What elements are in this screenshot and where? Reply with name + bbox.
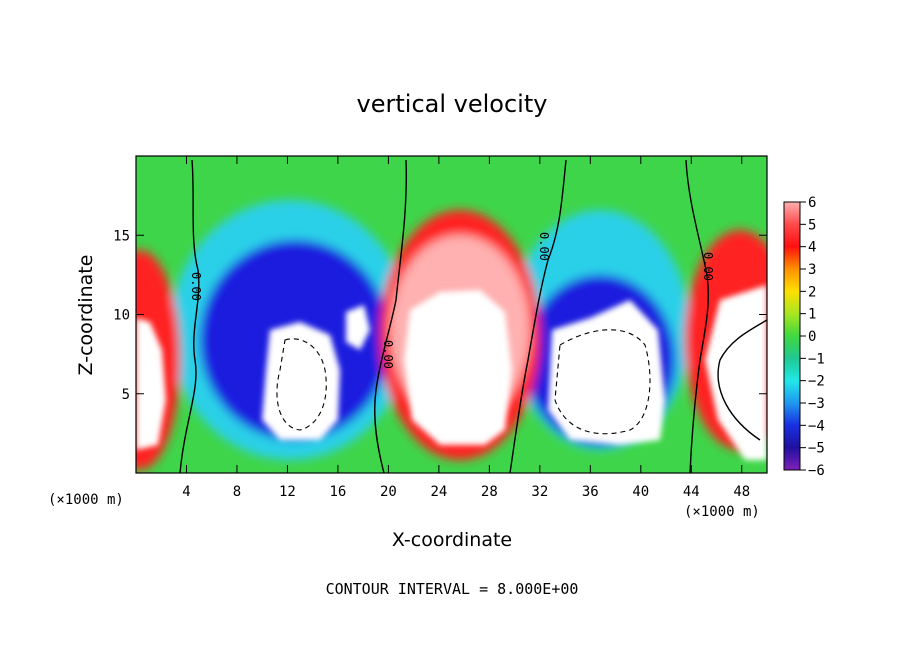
colorbar-tick-label: −2 (808, 374, 825, 390)
y-tick-label: 10 (113, 308, 130, 324)
x-unit-left: (×1000 m) (48, 492, 124, 508)
colorbar-tick-label: 4 (808, 240, 816, 256)
x-tick-label: 36 (582, 484, 599, 500)
contour-negative-1 (276, 338, 327, 431)
x-tick-label: 24 (430, 484, 447, 500)
contour-zero-4 (685, 159, 709, 473)
y-axis-ticks: 5 10 15 (113, 228, 767, 403)
contour-label-2: 0.00 (381, 340, 395, 369)
core-downdraft-1 (262, 322, 340, 440)
colorbar-tick-label: 0 (808, 329, 816, 345)
contour-inner-right (717, 319, 767, 441)
colorbar-ticks: 6 5 4 3 2 1 0 −1 −2 −3 −4 −5 −6 (800, 195, 825, 479)
velocity-field: 0.00 0.00 0.00 0.00 (136, 156, 767, 473)
colorbar-tick-label: −4 (808, 418, 825, 434)
contour-label-3: 0.00 (537, 232, 551, 261)
colorbar (783, 201, 801, 471)
x-tick-label: 16 (329, 484, 346, 500)
core-updraft-2 (404, 290, 512, 445)
colorbar-tick-label: −6 (808, 463, 825, 479)
contour-zero-3 (509, 159, 567, 473)
x-axis-ticks: 4 8 12 16 20 24 28 32 36 40 44 48 (182, 156, 750, 500)
x-tick-label: 4 (182, 484, 190, 500)
x-axis-label: X-coordinate (392, 529, 512, 551)
x-tick-label: 20 (380, 484, 397, 500)
y-axis-label: Z-coordinate (75, 255, 97, 376)
core-downdraft-1-lobe (346, 305, 370, 350)
y-tick-label: 5 (122, 387, 130, 403)
colorbar-tick-label: −1 (808, 351, 825, 367)
chart-title: vertical velocity (357, 90, 548, 118)
x-tick-label: 32 (531, 484, 548, 500)
x-tick-label: 12 (279, 484, 296, 500)
contour-negative-2 (554, 329, 651, 435)
x-tick-label: 48 (733, 484, 750, 500)
contour-label-1: 0.00 (189, 272, 203, 301)
colorbar-tick-label: −5 (808, 441, 825, 457)
colorbar-tick-label: 5 (808, 217, 816, 233)
x-tick-label: 44 (683, 484, 700, 500)
colorbar-tick-label: 3 (808, 262, 816, 278)
colorbar-tick-label: 2 (808, 284, 816, 300)
contour-zero-1 (179, 159, 200, 473)
colorbar-tick-label: 1 (808, 307, 816, 323)
colorbar-tick-label: −3 (808, 396, 825, 412)
x-tick-label: 8 (233, 484, 241, 500)
colorbar-tick-label: 6 (808, 195, 816, 211)
core-updraft-1 (136, 318, 166, 450)
y-tick-label: 15 (113, 228, 130, 244)
contour-label-4: 0.00 (701, 252, 715, 281)
x-tick-label: 40 (632, 484, 649, 500)
contour-interval: CONTOUR INTERVAL = 8.000E+00 (326, 580, 579, 598)
x-unit-right: (×1000 m) (684, 504, 760, 520)
contour-zero-2 (374, 159, 407, 473)
x-tick-label: 28 (481, 484, 498, 500)
